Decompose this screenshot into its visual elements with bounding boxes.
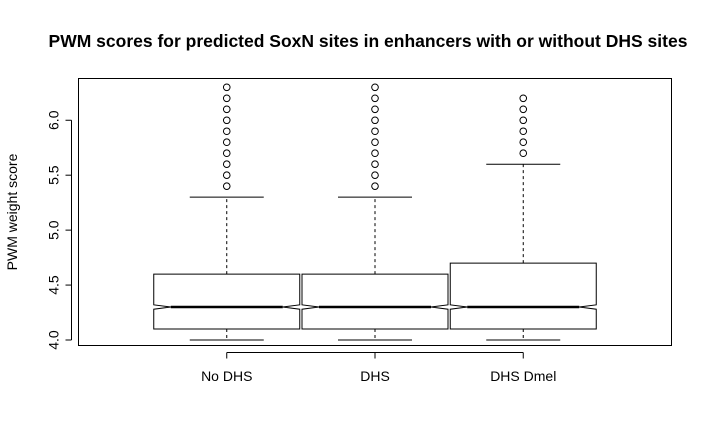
x-tick-label: DHS: [360, 368, 390, 384]
outlier-point: [222, 94, 231, 103]
outlier-point: [222, 182, 231, 190]
outlier-point: [371, 127, 379, 136]
outlier-point: [371, 160, 379, 169]
box-group: [449, 94, 597, 341]
outlier-point: [371, 83, 379, 92]
outlier-point: [222, 105, 231, 114]
outlier-point: [371, 138, 379, 147]
x-tick-label: No DHS: [201, 368, 252, 384]
y-tick-label: 4.5: [46, 275, 62, 295]
outlier-point: [222, 127, 231, 136]
outlier-point: [371, 182, 379, 190]
box-group: [153, 83, 301, 341]
x-axis: No DHS DHS DHS Dmel: [201, 352, 556, 384]
outlier-point: [519, 138, 528, 147]
outlier-point: [222, 160, 231, 169]
outlier-point: [519, 127, 528, 136]
notched-box: [449, 262, 597, 330]
outlier-point: [222, 171, 231, 179]
outlier-point: [371, 116, 379, 125]
outlier-point: [519, 149, 528, 158]
outlier-point: [371, 171, 379, 179]
outlier-point: [222, 83, 231, 92]
y-tick-label: 5.0: [46, 220, 62, 240]
outlier-point: [371, 149, 379, 158]
y-axis: 4.0 4.5 5.0 5.5 6.0: [46, 110, 72, 350]
outlier-point: [519, 116, 528, 125]
boxes: [153, 83, 597, 341]
notched-box: [153, 273, 301, 330]
notched-box: [301, 273, 449, 330]
plot-frame: [78, 78, 672, 346]
outlier-point: [222, 138, 231, 147]
chart-title: PWM scores for predicted SoxN sites in e…: [49, 31, 688, 51]
y-tick-label: 5.5: [46, 165, 62, 185]
outlier-point: [222, 149, 231, 158]
y-axis-label: PWM weight score: [4, 153, 20, 270]
box-group: [301, 83, 449, 341]
y-tick-label: 6.0: [46, 110, 62, 130]
outlier-point: [222, 116, 231, 125]
x-tick-label: DHS Dmel: [490, 368, 556, 384]
outlier-point: [371, 105, 379, 114]
outlier-point: [519, 105, 528, 114]
outlier-point: [519, 94, 528, 103]
y-tick-label: 4.0: [46, 330, 62, 350]
outlier-point: [371, 94, 379, 103]
